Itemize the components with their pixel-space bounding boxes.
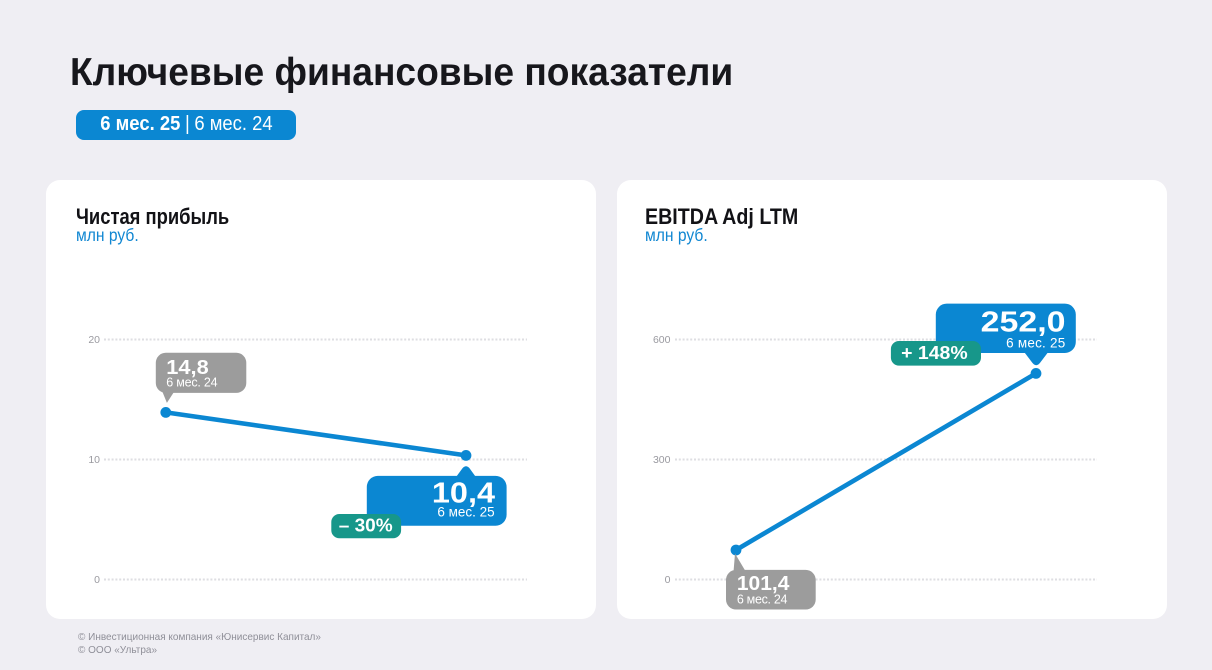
svg-text:+ 148%: + 148% [901, 343, 968, 363]
svg-text:14,8: 14,8 [166, 357, 208, 379]
svg-text:10,4: 10,4 [432, 478, 495, 510]
svg-text:6 мес. 25: 6 мес. 25 [1006, 336, 1065, 351]
svg-text:300: 300 [653, 454, 671, 466]
svg-text:252,0: 252,0 [981, 306, 1066, 338]
svg-text:10: 10 [88, 454, 100, 466]
svg-text:0: 0 [94, 574, 100, 586]
svg-text:– 30%: – 30% [339, 516, 393, 536]
svg-text:6 мес. 25: 6 мес. 25 [437, 505, 494, 520]
svg-text:600: 600 [653, 334, 671, 346]
svg-text:0: 0 [665, 574, 671, 586]
svg-text:20: 20 [88, 334, 100, 346]
svg-text:6 мес. 24: 6 мес. 24 [737, 593, 788, 607]
svg-text:6 мес. 24: 6 мес. 24 [166, 376, 217, 390]
svg-text:101,4: 101,4 [737, 573, 790, 595]
